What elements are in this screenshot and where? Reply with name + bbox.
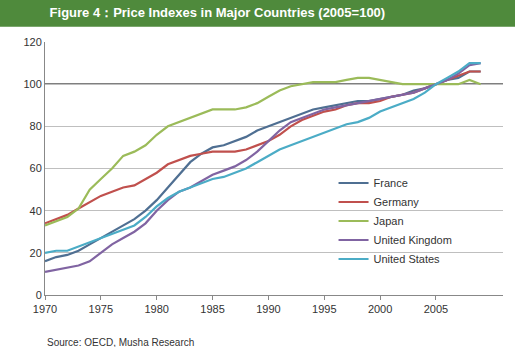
svg-text:60: 60 <box>30 162 42 174</box>
svg-text:2000: 2000 <box>368 303 392 315</box>
svg-text:80: 80 <box>30 120 42 132</box>
svg-text:100: 100 <box>23 78 41 90</box>
svg-text:1985: 1985 <box>200 303 224 315</box>
svg-text:1975: 1975 <box>89 303 113 315</box>
svg-text:1980: 1980 <box>144 303 168 315</box>
svg-text:United Kingdom: United Kingdom <box>374 234 452 246</box>
svg-text:Figure 4：Price Indexes in Majo: Figure 4：Price Indexes in Major Countrie… <box>50 5 386 20</box>
svg-text:United States: United States <box>374 253 441 265</box>
svg-text:France: France <box>374 177 408 189</box>
svg-text:Japan: Japan <box>374 215 404 227</box>
svg-text:20: 20 <box>30 247 42 259</box>
svg-text:1990: 1990 <box>256 303 280 315</box>
svg-text:Germany: Germany <box>374 196 420 208</box>
svg-text:40: 40 <box>30 205 42 217</box>
svg-text:120: 120 <box>23 36 41 48</box>
svg-text:0: 0 <box>36 289 42 301</box>
svg-text:Source: OECD, Musha Research: Source: OECD, Musha Research <box>47 337 194 347</box>
svg-text:1970: 1970 <box>33 303 57 315</box>
svg-text:2005: 2005 <box>424 303 448 315</box>
svg-text:1995: 1995 <box>312 303 336 315</box>
